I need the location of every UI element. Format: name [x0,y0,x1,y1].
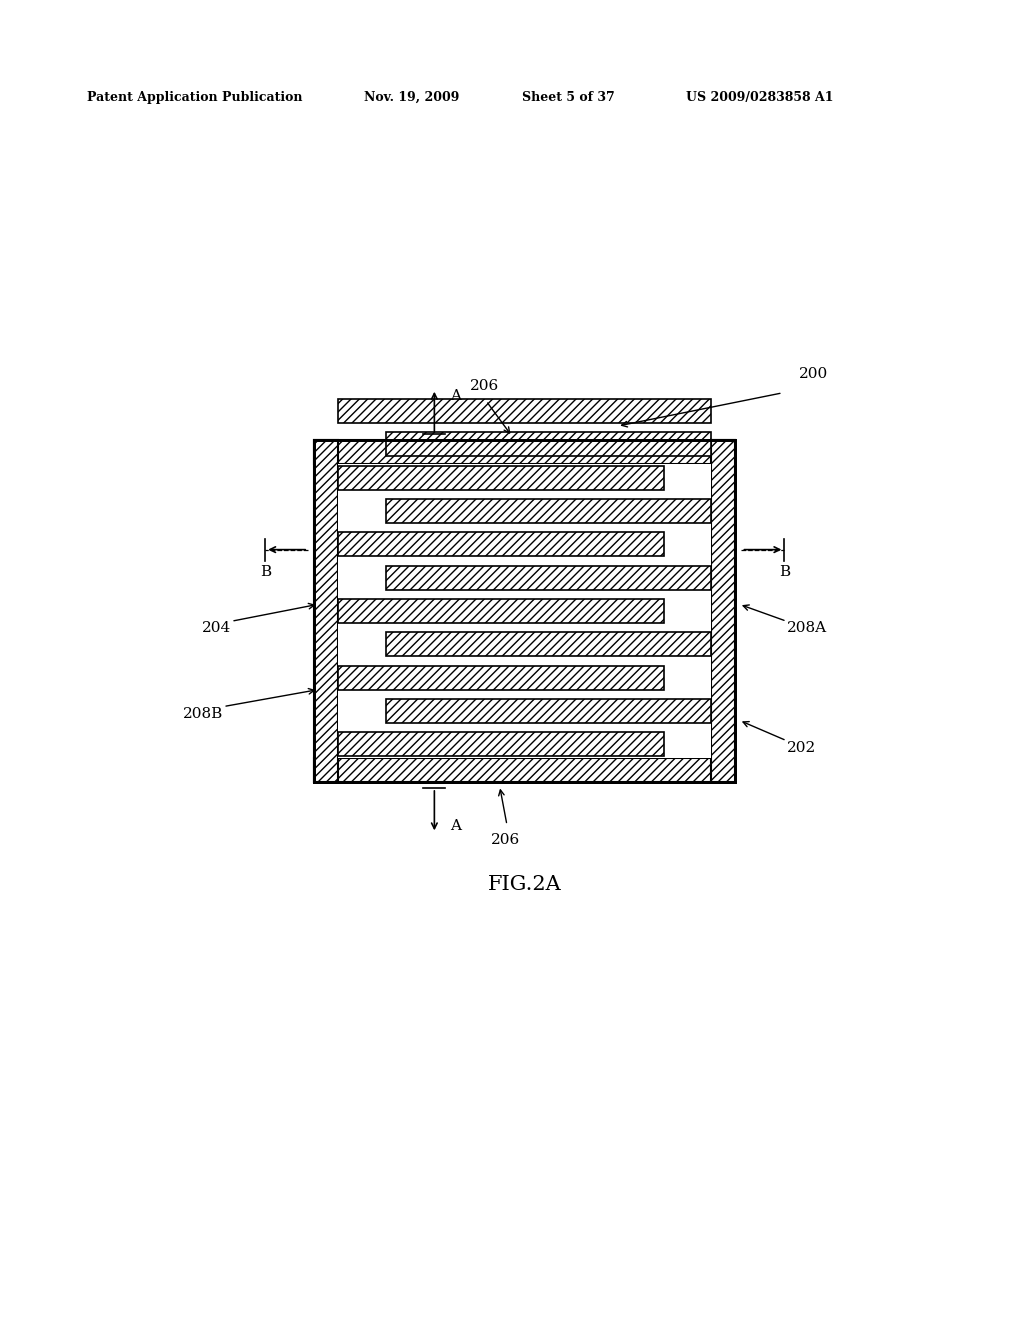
Bar [386,700,712,723]
Bar [338,665,664,689]
Bar [386,632,712,656]
Bar [386,499,712,523]
Bar [338,466,664,490]
Text: A: A [451,389,461,403]
Bar [338,466,664,490]
Bar [338,399,712,422]
Text: Nov. 19, 2009: Nov. 19, 2009 [364,91,459,104]
Text: 206: 206 [492,833,520,847]
Text: A: A [451,820,461,833]
Text: B: B [260,565,271,579]
Text: 208A: 208A [786,622,826,635]
Text: 204: 204 [202,622,231,635]
Bar [314,441,735,781]
Text: Patent Application Publication: Patent Application Publication [87,91,302,104]
Bar [338,532,664,556]
Text: 208B: 208B [183,706,223,721]
Bar [386,700,712,723]
Bar [386,433,712,457]
Bar [338,599,664,623]
Text: 200: 200 [799,367,827,381]
Bar [338,599,664,623]
Text: US 2009/0283858 A1: US 2009/0283858 A1 [686,91,834,104]
Text: FIG.2A: FIG.2A [487,875,562,895]
Bar [338,665,664,689]
Text: 206: 206 [470,379,500,393]
Bar [338,733,664,756]
Bar [338,399,712,422]
Text: Sheet 5 of 37: Sheet 5 of 37 [522,91,615,104]
Bar [386,566,712,590]
Bar [386,566,712,590]
Bar [338,733,664,756]
Bar [314,758,735,781]
Text: B: B [778,565,790,579]
Bar [386,499,712,523]
Bar [338,532,664,556]
Bar [314,441,338,781]
Bar [386,433,712,457]
Bar [314,441,735,465]
Bar [314,441,735,781]
Bar [338,465,712,758]
Bar [386,632,712,656]
Text: 202: 202 [786,741,816,755]
Bar [314,441,735,781]
Bar [712,441,735,781]
